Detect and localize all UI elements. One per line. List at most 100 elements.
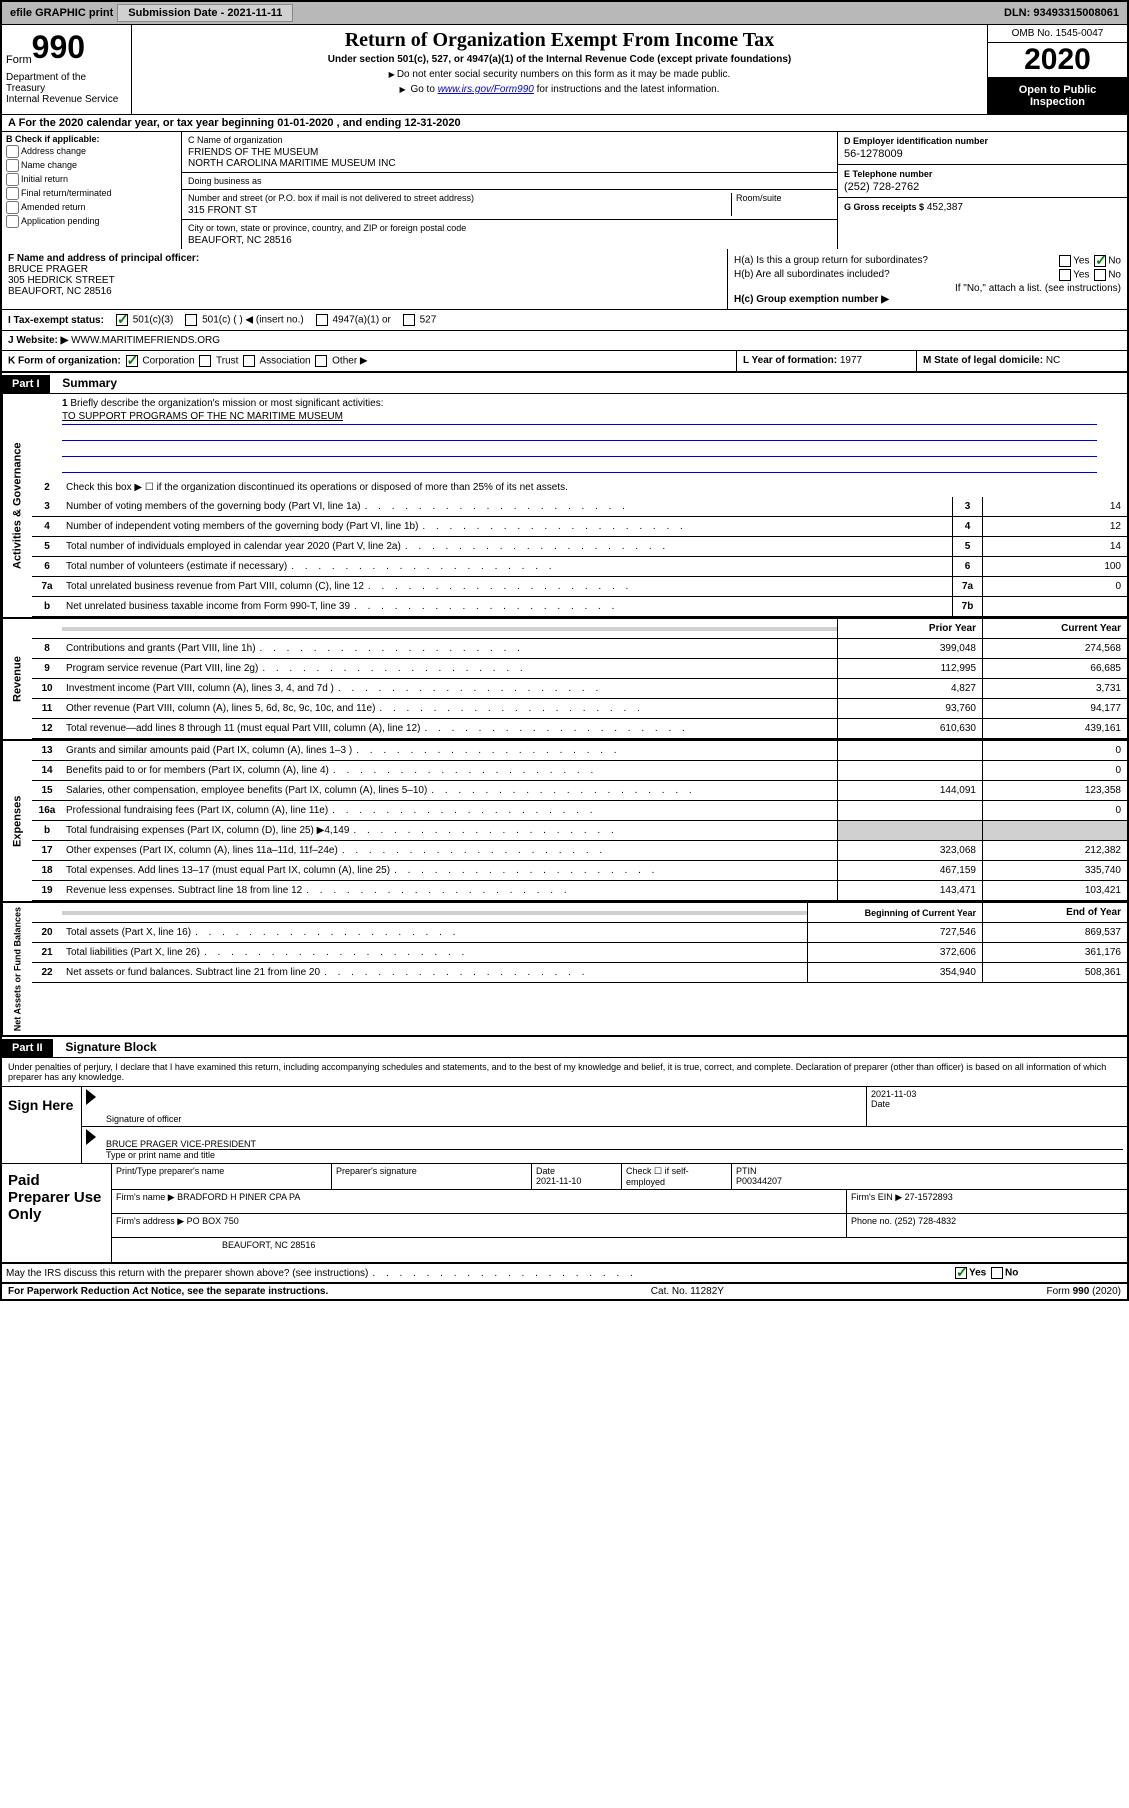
discuss-yes-checkbox[interactable] <box>955 1267 967 1279</box>
current-value: 274,568 <box>982 639 1127 658</box>
hb-no-checkbox[interactable] <box>1094 269 1106 281</box>
application-pending-checkbox[interactable] <box>6 215 19 228</box>
data-row: 18 Total expenses. Add lines 13–17 (must… <box>32 861 1127 881</box>
firm-addr1: PO BOX 750 <box>187 1216 239 1226</box>
k-label: K Form of organization: <box>8 356 121 367</box>
sign-here-table: Sign Here Signature of officer 2021-11-0… <box>2 1086 1127 1164</box>
501c-checkbox[interactable] <box>185 314 197 326</box>
data-row: 9 Program service revenue (Part VIII, li… <box>32 659 1127 679</box>
form-note-1: Do not enter social security numbers on … <box>136 69 983 80</box>
gov-value: 14 <box>982 537 1127 556</box>
m-value: NC <box>1046 355 1060 366</box>
print-label: Print/Type preparer's name <box>116 1166 224 1176</box>
revenue-table: Revenue Prior Year Current Year 8 Contri… <box>2 619 1127 741</box>
gov-row: b Net unrelated business taxable income … <box>32 597 1127 617</box>
current-value <box>982 821 1127 840</box>
hc-label: H(c) Group exemption number ▶ <box>734 294 1121 305</box>
hb-label: H(b) Are all subordinates included? <box>734 269 890 281</box>
governance-side-label: Activities & Governance <box>2 394 32 617</box>
section-f: F Name and address of principal officer:… <box>2 249 727 309</box>
address-change-checkbox[interactable] <box>6 145 19 158</box>
org-name-label: C Name of organization <box>188 135 831 145</box>
ha-yes-checkbox[interactable] <box>1059 255 1071 267</box>
j-label: J Website: ▶ <box>8 335 68 346</box>
prior-value: 372,606 <box>807 943 982 962</box>
col-b: B Check if applicable: Address change Na… <box>2 132 182 249</box>
trust-checkbox[interactable] <box>199 355 211 367</box>
gov-value <box>982 597 1127 616</box>
current-value: 0 <box>982 741 1127 760</box>
current-value: 212,382 <box>982 841 1127 860</box>
current-value: 508,361 <box>982 963 1127 982</box>
sign-arrow-icon-2 <box>86 1129 96 1145</box>
officer-addr1: 305 HEDRICK STREET <box>8 275 721 286</box>
prior-value: 4,827 <box>837 679 982 698</box>
current-value: 0 <box>982 801 1127 820</box>
corporation-checkbox[interactable] <box>126 355 138 367</box>
prior-value <box>837 761 982 780</box>
address: 315 FRONT ST <box>188 205 731 216</box>
phone-value: (252) 728-2762 <box>844 181 1121 193</box>
gov-row: 7a Total unrelated business revenue from… <box>32 577 1127 597</box>
city: BEAUFORT, NC 28516 <box>188 235 831 246</box>
amended-return-checkbox[interactable] <box>6 201 19 214</box>
data-row: 12 Total revenue—add lines 8 through 11 … <box>32 719 1127 739</box>
data-row: 13 Grants and similar amounts paid (Part… <box>32 741 1127 761</box>
name-change-checkbox[interactable] <box>6 159 19 172</box>
submission-date-button[interactable]: Submission Date - 2021-11-11 <box>117 4 293 22</box>
footer-mid: Cat. No. 11282Y <box>651 1286 724 1297</box>
other-checkbox[interactable] <box>315 355 327 367</box>
current-value: 66,685 <box>982 659 1127 678</box>
net-assets-table: Net Assets or Fund Balances Beginning of… <box>2 903 1127 1037</box>
association-checkbox[interactable] <box>243 355 255 367</box>
begin-year-header: Beginning of Current Year <box>807 903 982 922</box>
firm-addr2: BEAUFORT, NC 28516 <box>112 1238 1127 1262</box>
527-checkbox[interactable] <box>403 314 415 326</box>
gov-value: 14 <box>982 497 1127 516</box>
4947-checkbox[interactable] <box>316 314 328 326</box>
gov-row: 6 Total number of volunteers (estimate i… <box>32 557 1127 577</box>
current-year-header: Current Year <box>982 619 1127 638</box>
data-row: 20 Total assets (Part X, line 16) 727,54… <box>32 923 1127 943</box>
dba-label: Doing business as <box>188 176 831 186</box>
prior-value: 323,068 <box>837 841 982 860</box>
address-label: Number and street (or P.O. box if mail i… <box>188 193 731 203</box>
firm-name: BRADFORD H PINER CPA PA <box>177 1192 300 1202</box>
ein-label: D Employer identification number <box>844 136 1121 146</box>
dln-label: DLN: 93493315008061 <box>1004 7 1119 19</box>
sign-date-label: Date <box>871 1099 1123 1109</box>
website-value: WWW.MARITIMEFRIENDS.ORG <box>71 335 220 346</box>
part1-header-row: Part I Summary <box>2 373 1127 394</box>
irs-link[interactable]: www.irs.gov/Form990 <box>438 84 534 95</box>
section-fgh: F Name and address of principal officer:… <box>2 249 1127 310</box>
omb-number: OMB No. 1545-0047 <box>988 25 1127 43</box>
hb-yes-checkbox[interactable] <box>1059 269 1071 281</box>
prior-value: 144,091 <box>837 781 982 800</box>
check-self-label: Check ☐ if self-employed <box>626 1166 689 1187</box>
prior-value: 727,546 <box>807 923 982 942</box>
line2: Check this box ▶ ☐ if the organization d… <box>62 480 1127 495</box>
current-value: 94,177 <box>982 699 1127 718</box>
discuss-no-checkbox[interactable] <box>991 1267 1003 1279</box>
governance-table: Activities & Governance 1 Briefly descri… <box>2 394 1127 619</box>
final-return-checkbox[interactable] <box>6 187 19 200</box>
prep-sig-label: Preparer's signature <box>336 1166 417 1176</box>
gov-value: 12 <box>982 517 1127 536</box>
prior-value: 143,471 <box>837 881 982 900</box>
firm-ein-label: Firm's EIN ▶ <box>851 1192 902 1202</box>
prior-value: 399,048 <box>837 639 982 658</box>
data-row: b Total fundraising expenses (Part IX, c… <box>32 821 1127 841</box>
501c3-checkbox[interactable] <box>116 314 128 326</box>
org-name: FRIENDS OF THE MUSEUM NORTH CAROLINA MAR… <box>188 147 831 169</box>
name-label: Type or print name and title <box>106 1149 1123 1160</box>
ha-label: H(a) Is this a group return for subordin… <box>734 255 928 267</box>
initial-return-checkbox[interactable] <box>6 173 19 186</box>
firm-addr-label: Firm's address ▶ <box>116 1216 184 1226</box>
hb-note: If "No," attach a list. (see instruction… <box>734 283 1121 294</box>
sign-date: 2021-11-03 <box>871 1089 1123 1099</box>
prep-date: 2021-11-10 <box>536 1176 581 1186</box>
efile-label: efile GRAPHIC print <box>10 7 113 19</box>
part2-header: Part II <box>2 1039 53 1057</box>
ha-no-checkbox[interactable] <box>1094 255 1106 267</box>
form-container: efile GRAPHIC print Submission Date - 20… <box>0 0 1129 1301</box>
